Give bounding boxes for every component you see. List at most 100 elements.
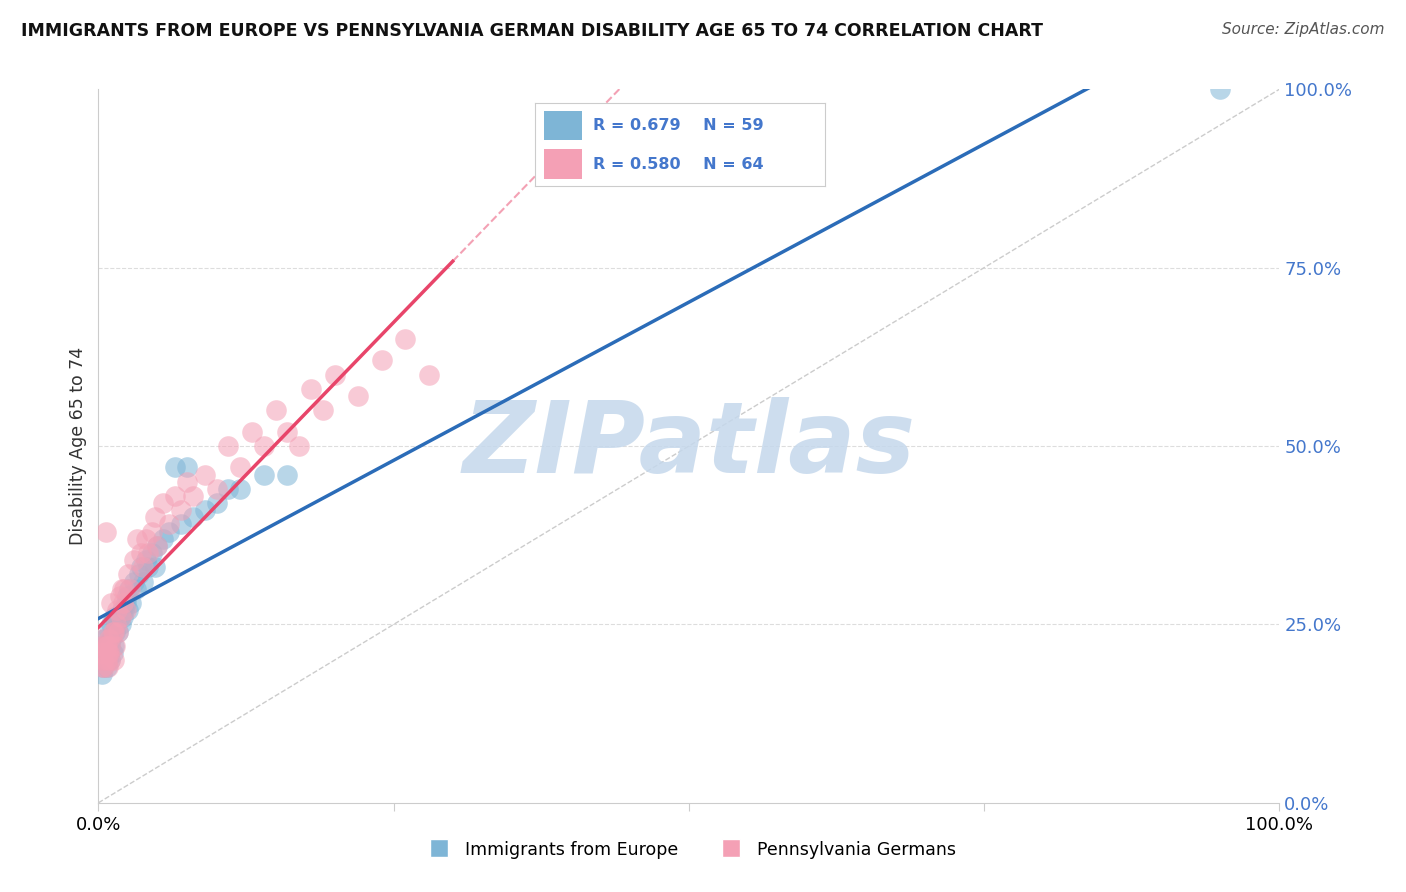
Point — [125, 582, 148, 596]
Text: IMMIGRANTS FROM EUROPE VS PENNSYLVANIA GERMAN DISABILITY AGE 65 TO 74 CORRELATIO: IMMIGRANTS FROM EUROPE VS PENNSYLVANIA G… — [21, 22, 1043, 40]
Point — [114, 596, 136, 610]
Point — [110, 610, 132, 624]
Point — [91, 660, 114, 674]
Point — [93, 632, 115, 646]
Point — [97, 639, 120, 653]
Point — [170, 517, 193, 532]
Point — [122, 553, 145, 567]
Point — [100, 617, 122, 632]
Point — [194, 503, 217, 517]
Point — [205, 496, 228, 510]
Point — [110, 617, 132, 632]
Point — [121, 596, 143, 610]
Point — [240, 425, 263, 439]
Point — [101, 624, 124, 639]
Point — [141, 546, 163, 560]
Point — [120, 582, 142, 596]
Point — [96, 646, 118, 660]
Point — [96, 639, 118, 653]
Point — [98, 632, 121, 646]
Point — [98, 646, 121, 660]
Point — [129, 546, 152, 560]
Point — [129, 560, 152, 574]
Point — [94, 639, 117, 653]
Point — [205, 482, 228, 496]
Point — [229, 460, 252, 475]
Point — [299, 382, 322, 396]
Point — [135, 532, 157, 546]
Point — [94, 653, 117, 667]
Text: R = 0.679    N = 59: R = 0.679 N = 59 — [593, 118, 763, 133]
Point — [108, 610, 131, 624]
Point — [394, 332, 416, 346]
Point — [229, 482, 252, 496]
Point — [97, 653, 120, 667]
Point — [91, 653, 114, 667]
Point — [152, 496, 174, 510]
Point — [418, 368, 440, 382]
Point — [91, 660, 114, 674]
Legend: Immigrants from Europe, Pennsylvania Germans: Immigrants from Europe, Pennsylvania Ger… — [415, 834, 963, 865]
Point — [97, 660, 120, 674]
Point — [371, 353, 394, 368]
Point — [94, 524, 117, 539]
Point — [143, 560, 166, 574]
Point — [176, 475, 198, 489]
Point — [1209, 82, 1232, 96]
Point — [117, 567, 139, 582]
Point — [93, 646, 115, 660]
Point — [253, 467, 276, 482]
Point — [112, 610, 135, 624]
Point — [103, 624, 125, 639]
Point — [176, 460, 198, 475]
Point — [98, 639, 121, 653]
Point — [112, 596, 135, 610]
Point — [146, 539, 169, 553]
Point — [111, 582, 134, 596]
Point — [93, 660, 115, 674]
Point — [104, 639, 127, 653]
Point — [181, 489, 204, 503]
Point — [94, 639, 117, 653]
Point — [93, 646, 115, 660]
Point — [107, 624, 129, 639]
Point — [108, 589, 131, 603]
Point — [157, 524, 180, 539]
Point — [288, 439, 311, 453]
Point — [115, 589, 138, 603]
Text: R = 0.580    N = 64: R = 0.580 N = 64 — [593, 157, 763, 171]
Point — [136, 560, 159, 574]
Text: ZIPatlas: ZIPatlas — [463, 398, 915, 494]
Point — [323, 368, 346, 382]
Point — [91, 639, 114, 653]
Point — [128, 567, 150, 582]
Point — [101, 646, 124, 660]
Point — [100, 596, 122, 610]
Point — [217, 439, 239, 453]
Point — [347, 389, 370, 403]
Point — [170, 503, 193, 517]
Point — [217, 482, 239, 496]
Y-axis label: Disability Age 65 to 74: Disability Age 65 to 74 — [69, 347, 87, 545]
Point — [91, 653, 114, 667]
Point — [253, 439, 276, 453]
Point — [127, 532, 149, 546]
Point — [132, 560, 155, 574]
Point — [98, 653, 121, 667]
FancyBboxPatch shape — [544, 150, 582, 179]
Point — [114, 603, 136, 617]
Point — [103, 639, 125, 653]
Point — [90, 646, 112, 660]
Point — [276, 467, 298, 482]
Point — [103, 610, 125, 624]
Point — [111, 603, 134, 617]
Point — [194, 467, 217, 482]
Point — [96, 660, 118, 674]
Point — [100, 632, 122, 646]
Point — [165, 489, 187, 503]
Point — [112, 582, 135, 596]
Point — [136, 546, 159, 560]
Point — [276, 425, 298, 439]
Point — [91, 667, 114, 681]
Point — [90, 639, 112, 653]
